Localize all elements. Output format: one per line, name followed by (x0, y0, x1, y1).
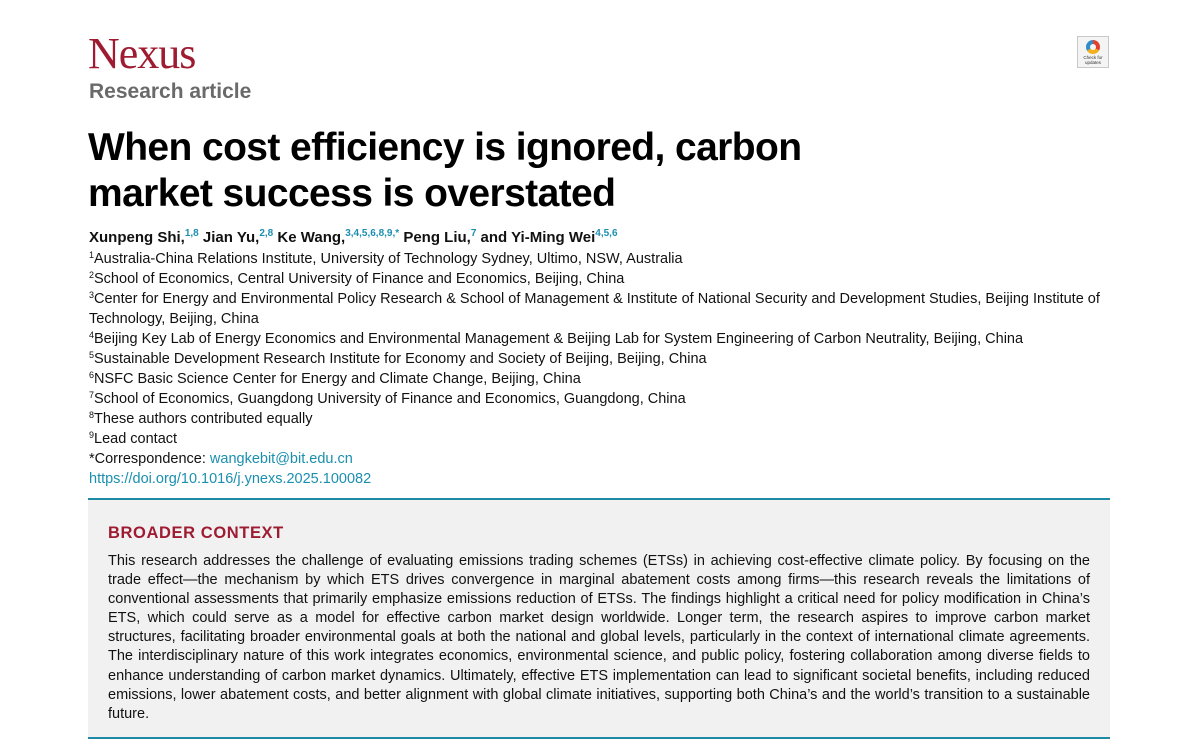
journal-logo: Nexus (88, 29, 196, 78)
correspondence: *Correspondence: wangkebit@bit.edu.cn (89, 449, 1111, 469)
affiliation-text: Lead contact (94, 431, 178, 447)
affiliation-number: 1 (89, 250, 95, 260)
check-for-updates-badge[interactable]: Check for updates (1077, 36, 1109, 68)
affiliation-item: 2School of Economics, Central University… (89, 269, 1111, 289)
author-affiliation-refs[interactable]: 4,5,6 (595, 228, 618, 239)
author-name[interactable]: and Yi-Ming Wei (480, 229, 596, 246)
affiliation-text: School of Economics, Central University … (94, 271, 625, 287)
broader-context-box: BROADER CONTEXT This research addresses … (88, 498, 1110, 739)
affiliation-item: 4Beijing Key Lab of Energy Economics and… (89, 329, 1111, 349)
affiliation-number: 3 (89, 290, 95, 300)
affiliation-item: 9Lead contact (89, 429, 1111, 449)
author-name[interactable]: Peng Liu, (403, 229, 471, 246)
author-affiliation-refs[interactable]: 1,8 (184, 228, 199, 239)
author-affiliation-refs[interactable]: 2,8 (259, 228, 274, 239)
affiliation-number: 7 (89, 390, 95, 400)
affiliation-text: NSFC Basic Science Center for Energy and… (94, 371, 581, 387)
affiliation-item: 5Sustainable Development Research Instit… (89, 349, 1111, 369)
affiliation-number: 8 (89, 410, 95, 420)
broader-context-heading: BROADER CONTEXT (108, 524, 284, 542)
correspondence-label: *Correspondence: (89, 451, 210, 467)
author-name[interactable]: Jian Yu, (202, 229, 260, 246)
author-list: Xunpeng Shi,1,8 Jian Yu,2,8 Ke Wang,3,4,… (89, 228, 618, 248)
check-for-updates-icon (1086, 40, 1100, 54)
affiliation-number: 9 (89, 430, 95, 440)
author-name[interactable]: Ke Wang, (277, 229, 346, 246)
author-name[interactable]: Xunpeng Shi, (89, 229, 185, 246)
article-type: Research article (89, 80, 252, 103)
affiliation-text: Australia-China Relations Institute, Uni… (94, 251, 683, 267)
author-affiliation-refs[interactable]: 7 (470, 228, 477, 239)
affiliation-item: 8These authors contributed equally (89, 409, 1111, 429)
doi-link[interactable]: https://doi.org/10.1016/j.ynexs.2025.100… (89, 471, 372, 487)
author-affiliation-refs[interactable]: 3,4,5,6,8,9,* (345, 228, 400, 239)
affiliation-number: 6 (89, 370, 95, 380)
affiliation-text: Center for Energy and Environmental Poli… (89, 291, 1100, 327)
affiliation-text: Beijing Key Lab of Energy Economics and … (94, 331, 1024, 347)
doi-row: https://doi.org/10.1016/j.ynexs.2025.100… (89, 469, 1111, 489)
affiliation-text: These authors contributed equally (94, 411, 313, 427)
affiliation-number: 2 (89, 270, 95, 280)
affiliation-text: School of Economics, Guangdong Universit… (94, 391, 686, 407)
broader-context-text: This research addresses the challenge of… (108, 553, 1090, 722)
affiliation-item: 3Center for Energy and Environmental Pol… (89, 289, 1111, 329)
correspondence-email-link[interactable]: wangkebit@bit.edu.cn (209, 451, 353, 467)
affiliation-item: 1Australia-China Relations Institute, Un… (89, 249, 1111, 269)
affiliation-number: 4 (89, 330, 95, 340)
affiliation-text: Sustainable Development Research Institu… (94, 351, 707, 367)
affiliation-item: 7School of Economics, Guangdong Universi… (89, 389, 1111, 409)
affiliation-item: 6NSFC Basic Science Center for Energy an… (89, 369, 1111, 389)
article-title: When cost efficiency is ignored, carbon … (88, 126, 802, 215)
affiliation-number: 5 (89, 350, 95, 360)
badge-label: Check for updates (1083, 55, 1103, 65)
affiliation-list: 1Australia-China Relations Institute, Un… (89, 249, 1111, 489)
